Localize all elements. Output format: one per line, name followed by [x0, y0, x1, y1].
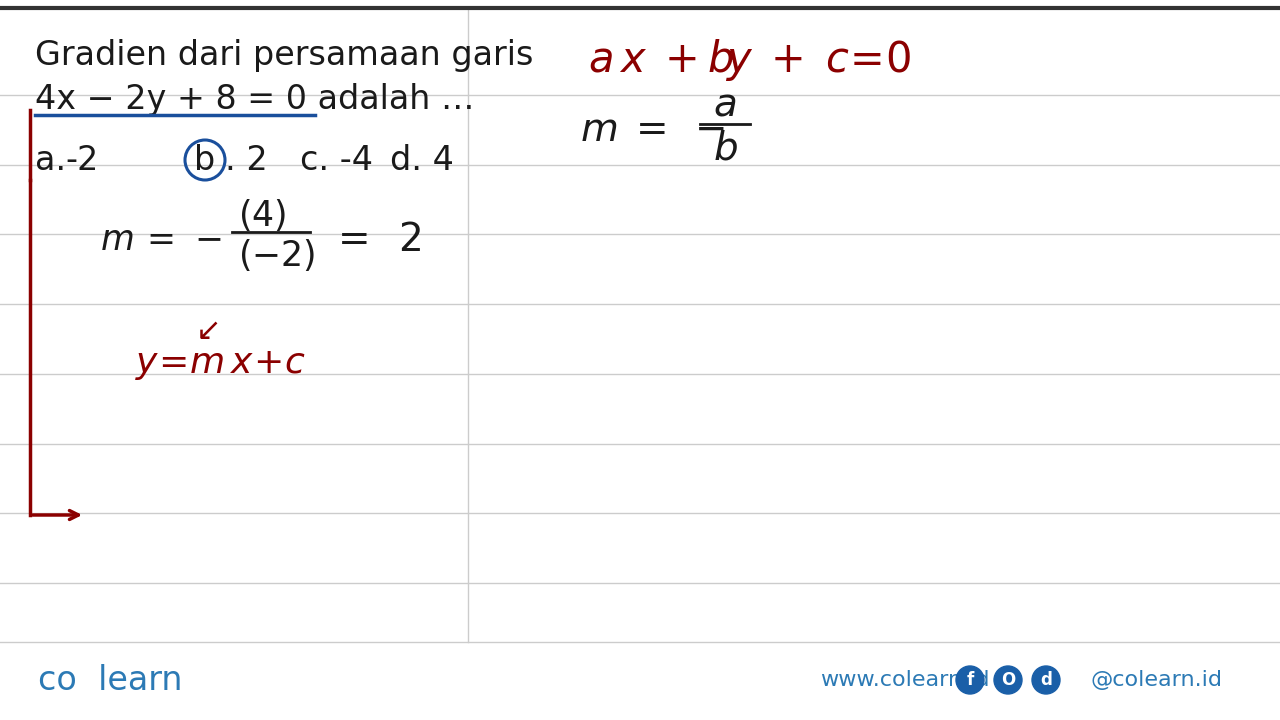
Text: co  learn: co learn [38, 664, 183, 696]
Text: $\swarrow$: $\swarrow$ [191, 315, 220, 344]
Text: $=\;\;2$: $=\;\;2$ [330, 221, 421, 259]
Text: Gradien dari persamaan garis: Gradien dari persamaan garis [35, 38, 534, 71]
Circle shape [995, 666, 1021, 694]
Circle shape [956, 666, 984, 694]
Text: $(-2)$: $(-2)$ [238, 237, 315, 273]
Text: $a$: $a$ [713, 86, 736, 124]
Text: c. -4: c. -4 [300, 143, 372, 176]
Text: 4x − 2y + 8 = 0 adalah …: 4x − 2y + 8 = 0 adalah … [35, 84, 475, 117]
Text: b: b [195, 143, 215, 176]
Text: $m\;=\;-$: $m\;=\;-$ [580, 111, 724, 149]
Text: www.colearn.id: www.colearn.id [820, 670, 989, 690]
Text: $a\,x\;+b\!y\;+\;c\!=\!0$: $a\,x\;+b\!y\;+\;c\!=\!0$ [589, 37, 911, 83]
Text: f: f [966, 671, 974, 689]
Text: -2: -2 [65, 143, 99, 176]
Text: $y\!=\!m\,x\!+\!c$: $y\!=\!m\,x\!+\!c$ [134, 348, 306, 382]
Text: d: d [1041, 671, 1052, 689]
Text: $m\,=\,-$: $m\,=\,-$ [100, 223, 221, 257]
Text: a.: a. [35, 143, 67, 176]
Text: . 2: . 2 [225, 143, 268, 176]
Text: O: O [1001, 671, 1015, 689]
Text: d. 4: d. 4 [390, 143, 454, 176]
Text: $b$: $b$ [713, 129, 737, 167]
Circle shape [1032, 666, 1060, 694]
Text: @colearn.id: @colearn.id [1091, 670, 1222, 690]
Text: $(4)$: $(4)$ [238, 197, 287, 233]
